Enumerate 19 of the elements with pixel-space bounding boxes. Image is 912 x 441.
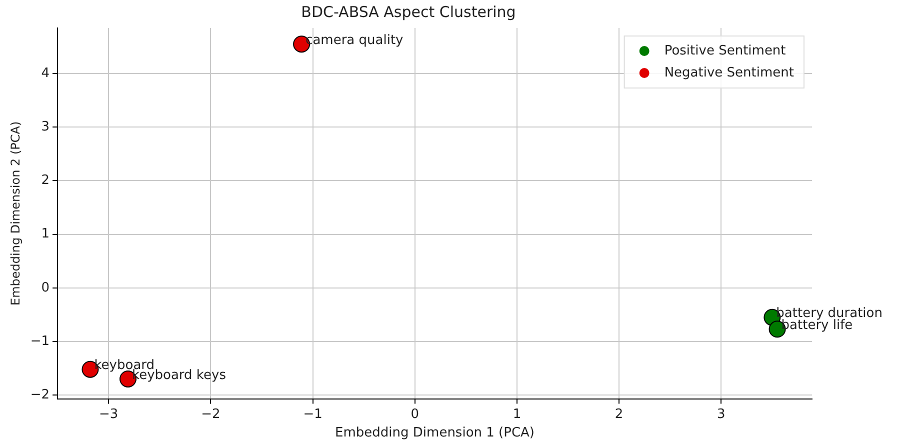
y-tick-label: 0 <box>41 280 50 296</box>
legend-label: Negative Sentiment <box>664 65 794 80</box>
y-tick-label: 4 <box>41 66 50 81</box>
x-tick-label: 1 <box>512 406 522 422</box>
y-tick-label: 2 <box>41 173 50 188</box>
x-tick-label: −1 <box>303 406 322 422</box>
y-tick-label: −1 <box>30 334 50 349</box>
x-tick-label: −2 <box>201 406 220 422</box>
y-axis-title: Embedding Dimension 2 (PCA) <box>8 121 22 306</box>
y-tick-label: 1 <box>41 226 50 242</box>
chart-title: BDC-ABSA Aspect Clustering <box>301 2 516 21</box>
x-tick-label: 3 <box>717 406 726 422</box>
x-tick-label: −3 <box>99 406 118 422</box>
x-axis-title: Embedding Dimension 1 (PCA) <box>335 426 535 441</box>
y-tick-label: 3 <box>41 120 50 135</box>
x-tick-label: 2 <box>614 406 624 422</box>
y-tick-label: −2 <box>30 387 50 402</box>
x-tick-label: 0 <box>410 406 420 422</box>
legend-label: Positive Sentiment <box>664 43 786 58</box>
